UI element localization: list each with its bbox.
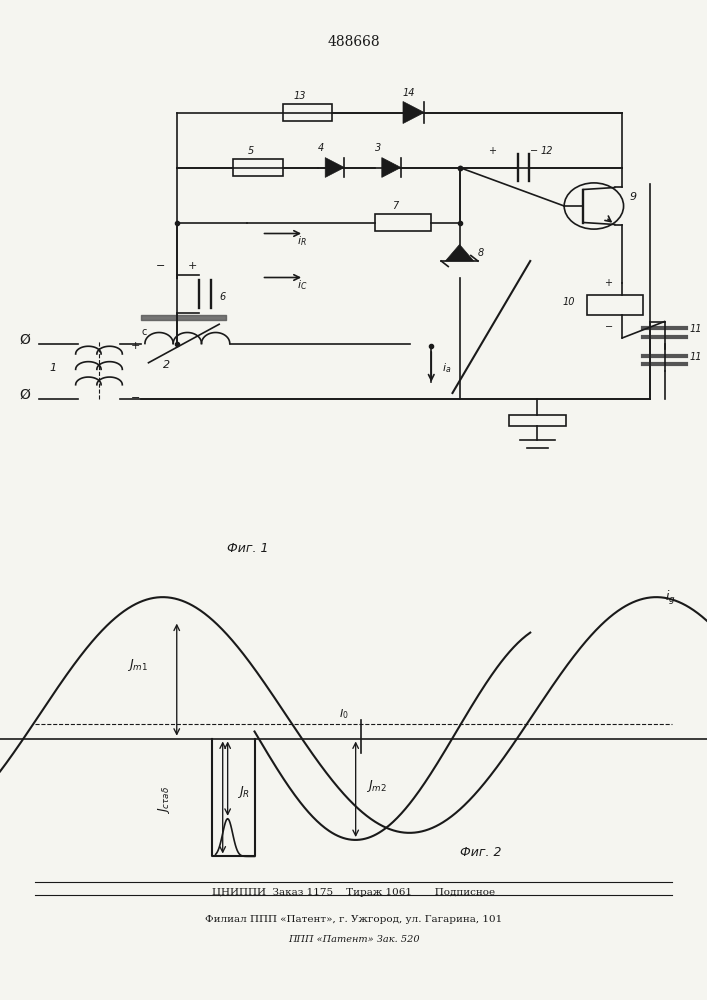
Text: −: − (131, 393, 140, 403)
Text: 6: 6 (219, 292, 226, 302)
Polygon shape (325, 158, 344, 177)
Text: 12: 12 (541, 146, 554, 156)
Polygon shape (403, 102, 424, 123)
Text: 1: 1 (49, 363, 57, 373)
Bar (233, 159, 283, 176)
Text: +: + (131, 341, 140, 351)
Polygon shape (382, 158, 401, 177)
Text: 5: 5 (247, 146, 254, 156)
Text: 4: 4 (318, 143, 325, 153)
Bar (587, 295, 643, 315)
Text: 11: 11 (689, 352, 702, 362)
Text: −: − (604, 322, 612, 332)
Text: +: + (187, 261, 197, 271)
Text: Ø: Ø (19, 332, 30, 347)
Text: Фиг. 1: Фиг. 1 (227, 542, 268, 556)
Text: $I_0$: $I_0$ (339, 707, 349, 721)
Bar (283, 104, 332, 121)
Text: $J_{m2}$: $J_{m2}$ (366, 778, 387, 794)
Text: 7: 7 (392, 201, 399, 211)
Text: Фиг. 2: Фиг. 2 (460, 846, 501, 859)
Text: +: + (604, 278, 612, 288)
Text: $J_{m1}$: $J_{m1}$ (127, 657, 148, 673)
Text: 3: 3 (375, 143, 381, 153)
Text: $i_a$: $i_a$ (442, 361, 451, 375)
Text: $J_{c\tau a\delta}$: $J_{c\tau a\delta}$ (156, 786, 172, 814)
Text: $i_R$: $i_R$ (297, 234, 307, 248)
Text: ППП «Патент» Зак. 520: ППП «Патент» Зак. 520 (288, 935, 419, 944)
Text: ЦНИППИ  Заказ 1175    Тираж 1061       Подписное: ЦНИППИ Заказ 1175 Тираж 1061 Подписное (212, 888, 495, 897)
Text: 10: 10 (562, 297, 575, 307)
Text: −: − (530, 146, 538, 156)
Text: +: + (488, 146, 496, 156)
Text: 2: 2 (163, 360, 170, 370)
Bar (509, 415, 566, 426)
Text: $i_g$: $i_g$ (665, 589, 675, 607)
Text: 488668: 488668 (327, 35, 380, 49)
Text: $i_C$: $i_C$ (297, 278, 308, 292)
Bar (375, 214, 431, 231)
Polygon shape (445, 244, 474, 261)
Text: Филиал ППП «Патент», г. Ужгород, ул. Гагарина, 101: Филиал ППП «Патент», г. Ужгород, ул. Гаг… (205, 915, 502, 924)
Text: c: c (141, 327, 147, 337)
Text: 14: 14 (403, 88, 416, 98)
Text: Ø: Ø (19, 387, 30, 401)
Text: 8: 8 (477, 247, 484, 257)
Text: 11: 11 (689, 324, 702, 334)
Text: −: − (156, 261, 165, 271)
Text: $J_R$: $J_R$ (237, 784, 250, 800)
Text: 13: 13 (293, 91, 306, 101)
Text: 9: 9 (629, 192, 636, 202)
